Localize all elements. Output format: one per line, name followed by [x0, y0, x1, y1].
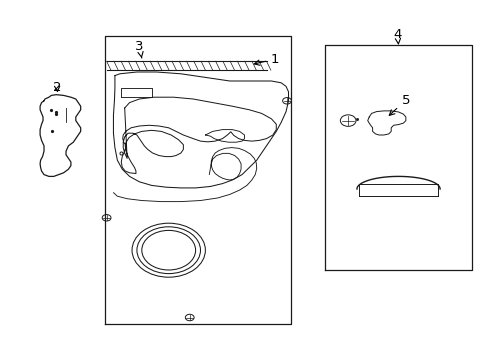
Text: 4: 4: [392, 28, 401, 44]
Text: 3: 3: [135, 40, 143, 58]
Text: 5: 5: [388, 94, 409, 115]
Text: 1: 1: [254, 53, 279, 66]
Text: 2: 2: [53, 81, 61, 94]
